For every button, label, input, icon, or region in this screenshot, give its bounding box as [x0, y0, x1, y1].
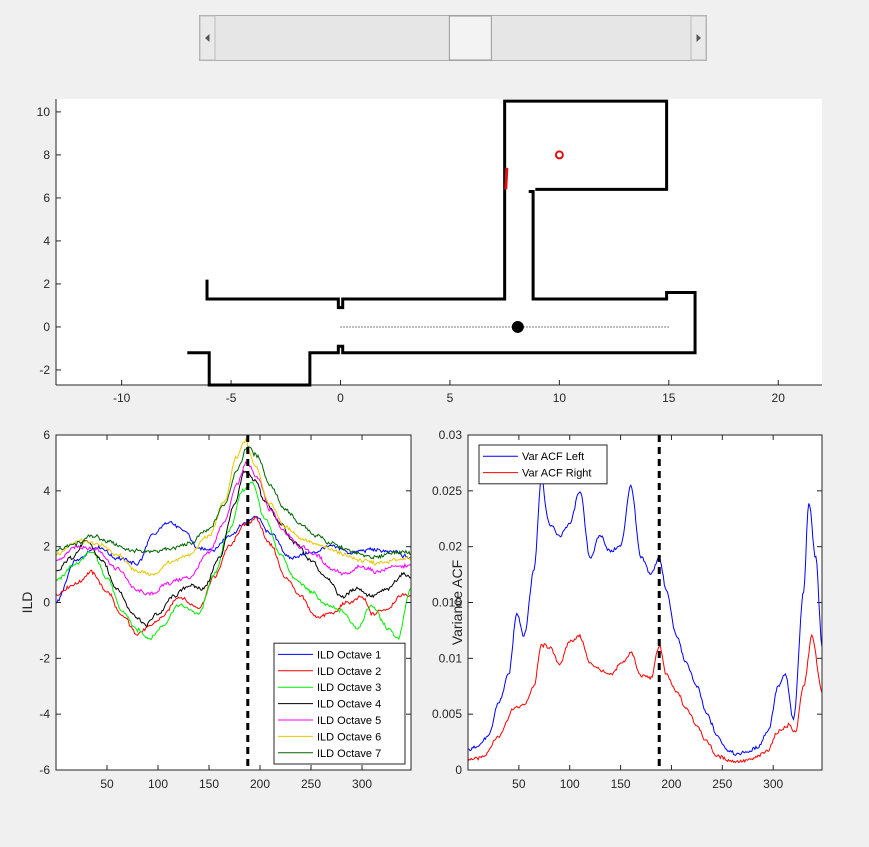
map-y-tick-label: 8	[43, 148, 50, 162]
legend-entry: ILD Octave 2	[317, 666, 381, 678]
playback-slider[interactable]	[199, 15, 707, 61]
y-tick-label: 0.01	[439, 651, 463, 665]
map-x-tick-label: 10	[553, 391, 567, 405]
map-plot-area	[56, 99, 822, 385]
map-axes: -10 -5 0 5 10 15 20 -2 0 2 4 6 8 10	[37, 99, 822, 405]
y-tick-label: 0.015	[432, 596, 462, 610]
map-x-tick-label: 5	[447, 391, 454, 405]
map-x-tick-label: 20	[772, 391, 786, 405]
series-line	[56, 470, 411, 628]
map-y-tick-label: 4	[43, 234, 50, 248]
series-line	[56, 515, 411, 604]
y-tick-label: 0	[455, 763, 462, 777]
x-tick-label: 50	[100, 777, 114, 791]
x-tick-label: 200	[661, 777, 681, 791]
x-tick-label: 150	[199, 777, 219, 791]
map-y-tick-label: 10	[37, 105, 51, 119]
series-line	[56, 437, 411, 577]
legend: Var ACF Left Var ACF Right	[478, 444, 608, 485]
y-tick-label: 0.025	[432, 484, 462, 498]
chevron-right-icon	[696, 34, 701, 42]
legend-entry: Var ACF Left	[522, 451, 584, 463]
x-tick-label: 50	[512, 777, 526, 791]
ild-chart: 50 100 150 200 250 300 -6 -4 -2 0 2 4 6 ILD ILD Octave…	[19, 428, 412, 791]
source-marker	[554, 150, 564, 160]
x-tick-label: 100	[148, 777, 168, 791]
legend-entry: ILD Octave 5	[317, 715, 381, 727]
red-marker-segment	[504, 167, 509, 190]
plot-area	[468, 435, 822, 770]
y-tick-label: 0.005	[432, 707, 462, 721]
map-x-tick-label: 0	[337, 391, 344, 405]
series-line	[468, 633, 822, 764]
map-x-tick-label: -10	[113, 391, 131, 405]
series-line	[56, 481, 411, 641]
y-axis-label: ILD	[19, 592, 35, 614]
map-y-tick-label: 2	[43, 277, 50, 291]
y-tick-label: -4	[39, 707, 50, 721]
legend-entry: Var ACF Right	[522, 468, 592, 480]
x-tick-label: 300	[763, 777, 783, 791]
y-tick-label: -2	[39, 651, 50, 665]
x-tick-label: 100	[560, 777, 580, 791]
x-tick-label: 150	[611, 777, 631, 791]
chevron-left-icon	[205, 34, 210, 42]
x-tick-label: 300	[352, 777, 372, 791]
legend-box	[478, 444, 608, 485]
map-x-tick-label: -5	[226, 391, 237, 405]
slider-thumb[interactable]	[448, 15, 492, 61]
variance-acf-chart: 50 100 150 200 250 300 0 0.005 0.01 0.015 0.02 0.02…	[432, 428, 823, 791]
legend: ILD Octave 1 ILD Octave 2 ILD Octave 3 ILD …	[273, 642, 406, 765]
y-axis-label: Variance ACF	[449, 560, 465, 645]
y-tick-label: 6	[43, 428, 50, 442]
listener-marker	[511, 320, 524, 333]
series-line	[56, 515, 411, 636]
map-x-tick-label: 15	[662, 391, 676, 405]
y-tick-label: 4	[43, 484, 50, 498]
x-tick-label: 250	[301, 777, 321, 791]
series-line	[468, 478, 822, 757]
y-tick-label: 2	[43, 540, 50, 554]
map-y-tick-label: 6	[43, 191, 50, 205]
series-line	[56, 446, 411, 560]
series-line	[56, 460, 411, 597]
x-tick-label: 250	[712, 777, 732, 791]
legend-entry: ILD Octave 4	[317, 699, 381, 711]
legend-entry: ILD Octave 7	[317, 748, 381, 760]
map-y-tick-label: -2	[39, 363, 50, 377]
y-tick-label: 0.02	[439, 540, 463, 554]
room-wall	[205, 189, 507, 310]
y-tick-label: -6	[39, 763, 50, 777]
legend-entry: ILD Octave 3	[317, 682, 381, 694]
x-tick-label: 200	[250, 777, 270, 791]
slider-graphic	[199, 15, 707, 61]
room-wall	[187, 189, 697, 387]
legend-entry: ILD Octave 1	[317, 649, 381, 661]
room-wall	[503, 99, 669, 191]
y-tick-label: 0.03	[439, 428, 463, 442]
y-tick-label: 0	[43, 596, 50, 610]
legend-entry: ILD Octave 6	[317, 731, 381, 743]
map-y-tick-label: 0	[43, 320, 50, 334]
